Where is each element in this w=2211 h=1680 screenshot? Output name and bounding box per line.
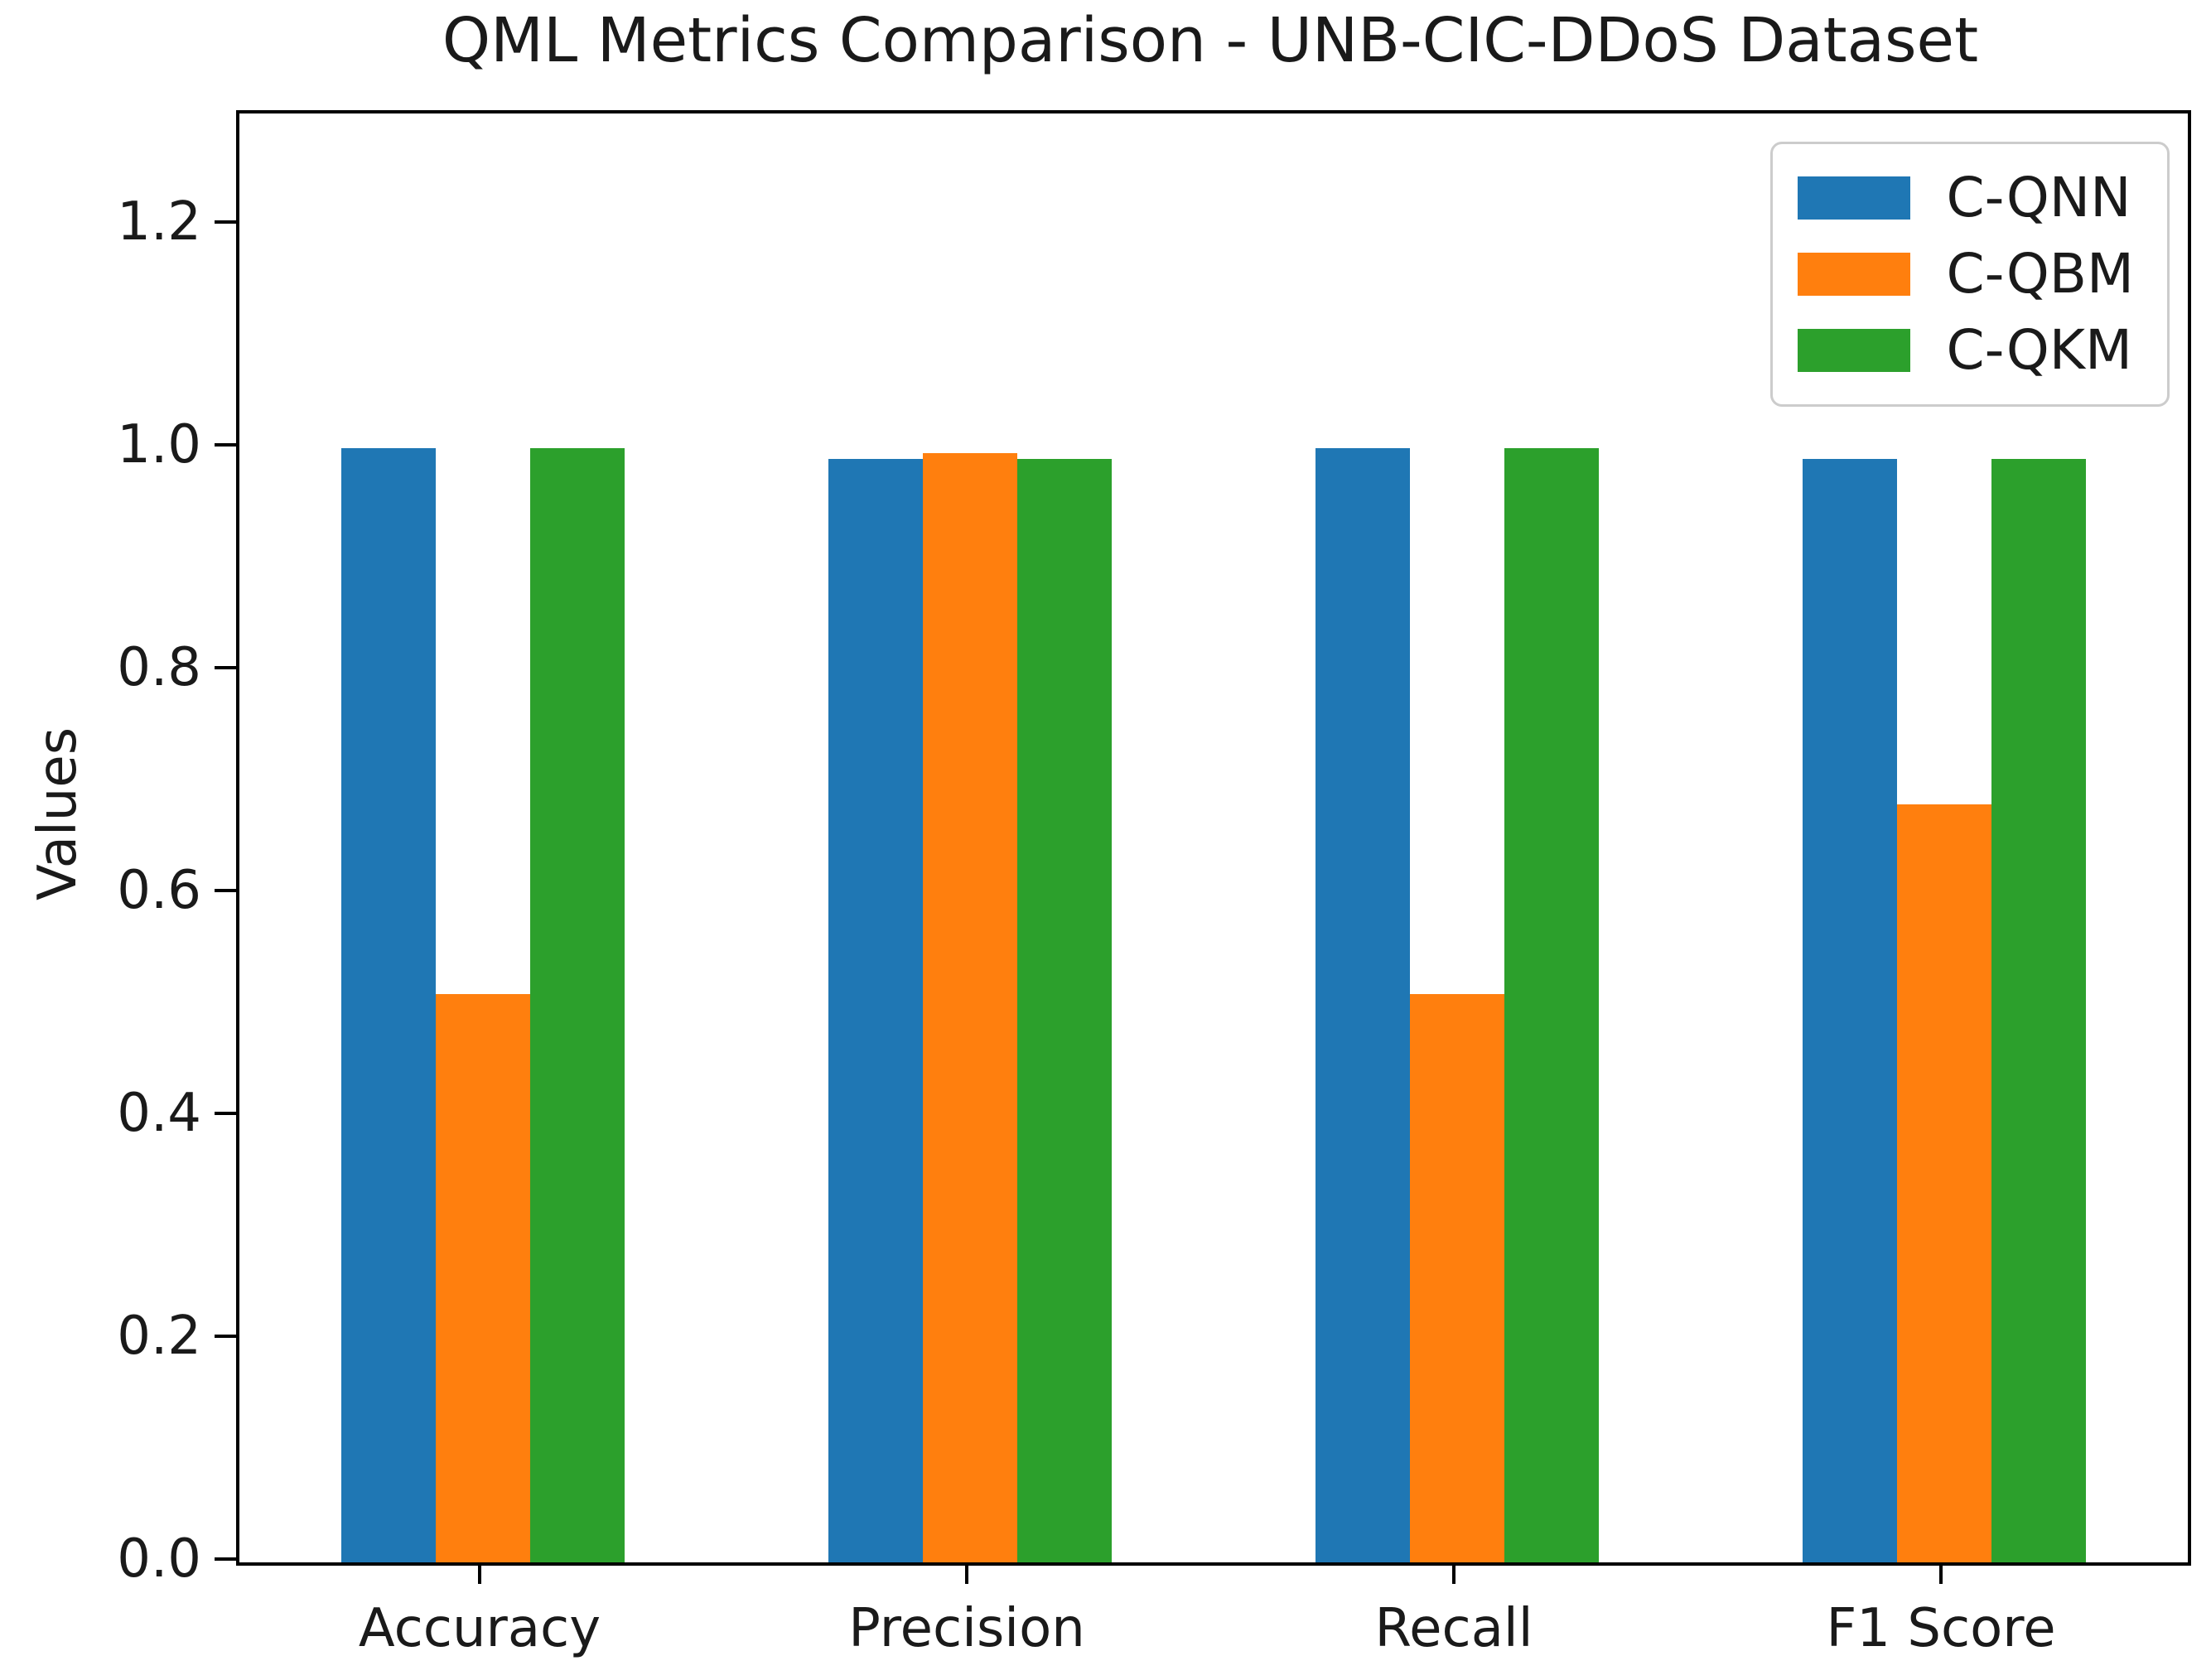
bar-c-qbm-recall [1410, 993, 1504, 1562]
x-tick-label: Recall [1374, 1598, 1533, 1659]
bar-c-qnn-precision [828, 459, 923, 1562]
legend-swatch-icon [1797, 253, 1910, 296]
y-tick-mark [215, 888, 236, 892]
x-tick-label: Precision [848, 1598, 1085, 1659]
y-tick-label: 0.2 [117, 1305, 201, 1367]
bar-c-qkm-f1-score [1991, 459, 2086, 1562]
legend-swatch-icon [1797, 329, 1910, 372]
x-tick-mark [1939, 1562, 1943, 1584]
bar-c-qnn-recall [1315, 447, 1410, 1562]
bar-c-qbm-accuracy [436, 993, 530, 1562]
bar-c-qbm-f1-score [1897, 804, 1991, 1562]
chart-title: QML Metrics Comparison - UNB-CIC-DDoS Da… [442, 5, 1979, 76]
x-tick-mark [965, 1562, 968, 1584]
legend-swatch-icon [1797, 176, 1910, 220]
y-tick-label: 1.2 [117, 191, 201, 253]
bar-c-qkm-precision [1017, 459, 1112, 1562]
legend: C-QNN C-QBM C-QKM [1769, 142, 2170, 407]
x-tick-mark [478, 1562, 481, 1584]
y-tick-label: 1.0 [117, 413, 201, 476]
y-tick-label: 0.8 [117, 636, 201, 698]
legend-entry-c-qkm: C-QKM [1797, 318, 2135, 382]
y-tick-mark [215, 442, 236, 447]
y-tick-label: 0.4 [117, 1082, 201, 1144]
y-tick-mark [215, 665, 236, 669]
legend-label: C-QNN [1946, 166, 2131, 229]
bar-c-qbm-precision [923, 453, 1017, 1562]
legend-label: C-QBM [1946, 242, 2135, 306]
legend-label: C-QKM [1946, 318, 2133, 382]
y-tick-mark [215, 1111, 236, 1115]
bar-c-qkm-accuracy [530, 447, 625, 1562]
plot-area: C-QNN C-QBM C-QKM [236, 110, 2191, 1566]
legend-entry-c-qbm: C-QBM [1797, 242, 2135, 306]
bar-c-qnn-f1-score [1803, 459, 1897, 1562]
bar-c-qnn-accuracy [341, 447, 436, 1562]
x-tick-label: Accuracy [358, 1598, 601, 1659]
x-tick-mark [1452, 1562, 1455, 1584]
y-tick-mark [215, 1334, 236, 1338]
y-tick-label: 0.0 [117, 1528, 201, 1590]
bar-c-qkm-recall [1504, 447, 1599, 1562]
legend-entry-c-qnn: C-QNN [1797, 166, 2135, 229]
y-tick-mark [215, 1557, 236, 1561]
y-tick-mark [215, 220, 236, 224]
x-tick-label: F1 Score [1826, 1598, 2056, 1659]
y-tick-label: 0.6 [117, 859, 201, 921]
